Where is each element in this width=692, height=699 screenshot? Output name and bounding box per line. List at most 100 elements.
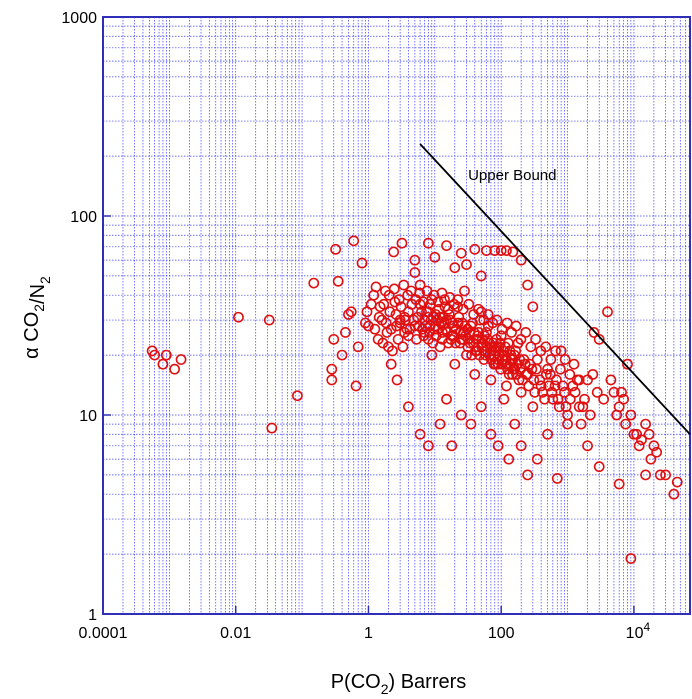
data-point — [579, 393, 590, 405]
data-point — [515, 254, 527, 266]
data-point — [587, 368, 599, 380]
data-point — [554, 363, 566, 375]
data-point — [551, 473, 563, 484]
data-point — [530, 333, 541, 345]
data-point — [540, 368, 552, 380]
data-point — [555, 345, 567, 357]
x-tick-label: 104 — [626, 620, 651, 642]
data-point — [427, 311, 439, 323]
data-point — [573, 401, 585, 413]
data-point — [326, 374, 338, 386]
data-point — [482, 333, 493, 345]
data-point — [501, 245, 512, 257]
data-point — [391, 320, 402, 332]
data-point — [427, 337, 439, 349]
data-point — [391, 374, 403, 386]
data-point — [363, 320, 374, 332]
data-point — [414, 287, 426, 299]
data-point — [584, 409, 596, 421]
data-point — [496, 323, 508, 335]
data-point — [485, 374, 497, 386]
data-point — [463, 298, 475, 310]
data-point — [345, 306, 357, 318]
data-point — [452, 317, 464, 329]
data-point — [489, 245, 501, 257]
data-point — [370, 281, 382, 293]
x-tick-label: 100 — [488, 625, 515, 642]
data-point — [361, 306, 373, 318]
data-point — [608, 386, 620, 398]
data-point — [233, 311, 244, 323]
data-point — [531, 453, 543, 465]
data-point — [434, 418, 446, 430]
data-point — [568, 358, 580, 370]
data-point — [551, 374, 562, 386]
data-point — [654, 469, 666, 481]
x-axis-label: P(CO2) Barrers — [331, 671, 467, 697]
data-point — [553, 401, 565, 413]
data-point — [414, 279, 426, 291]
y-tick-label: 100 — [70, 209, 97, 226]
data-point — [495, 245, 507, 257]
data-point — [643, 428, 655, 440]
y-tick-label: 10 — [79, 408, 97, 425]
data-point — [591, 386, 603, 398]
data-point — [418, 330, 430, 342]
data-point — [399, 314, 411, 326]
data-point — [396, 237, 408, 249]
data-point — [543, 380, 555, 392]
data-point — [542, 428, 553, 440]
y-tick-label: 1000 — [61, 10, 97, 27]
data-point — [620, 418, 632, 430]
data-point — [611, 409, 623, 421]
data-point — [388, 283, 400, 295]
data-point — [387, 345, 398, 357]
data-point — [509, 418, 521, 430]
data-point — [660, 469, 671, 481]
data-point — [507, 246, 519, 258]
data-point — [392, 333, 404, 345]
data-point — [175, 354, 187, 365]
data-point — [326, 363, 338, 375]
data-point — [618, 393, 630, 405]
data-point — [336, 349, 348, 361]
data-point — [522, 469, 533, 481]
data-point — [404, 323, 416, 335]
data-point — [472, 330, 483, 342]
data-point — [422, 237, 434, 249]
data-point — [157, 358, 169, 370]
data-point — [560, 401, 572, 413]
data-point — [502, 337, 514, 349]
data-point — [449, 262, 461, 274]
data-point — [559, 386, 570, 398]
data-point — [373, 311, 385, 323]
data-point — [378, 298, 390, 310]
data-point — [520, 327, 532, 338]
data-point — [160, 349, 172, 361]
data-point — [441, 393, 452, 405]
y-tick-label: 1 — [88, 607, 97, 624]
data-point — [492, 440, 504, 452]
data-point — [510, 345, 522, 357]
data-point — [625, 553, 637, 564]
data-point — [468, 327, 480, 338]
data-point — [528, 374, 540, 386]
data-point — [433, 303, 445, 315]
data-point — [531, 363, 542, 375]
x-tick-label: 0.0001 — [79, 625, 128, 642]
data-point — [539, 393, 550, 405]
data-point — [503, 453, 515, 465]
data-point — [474, 314, 486, 326]
x-tick-label: 1 — [364, 625, 373, 642]
data-point — [459, 285, 470, 297]
data-point — [529, 386, 541, 398]
data-point — [408, 314, 420, 326]
data-point — [651, 446, 663, 458]
data-point — [588, 327, 600, 338]
data-point — [449, 358, 461, 370]
data-point — [308, 277, 320, 289]
data-point — [473, 303, 484, 315]
data-point — [501, 380, 512, 392]
data-point — [527, 301, 539, 313]
data-point — [441, 240, 452, 251]
